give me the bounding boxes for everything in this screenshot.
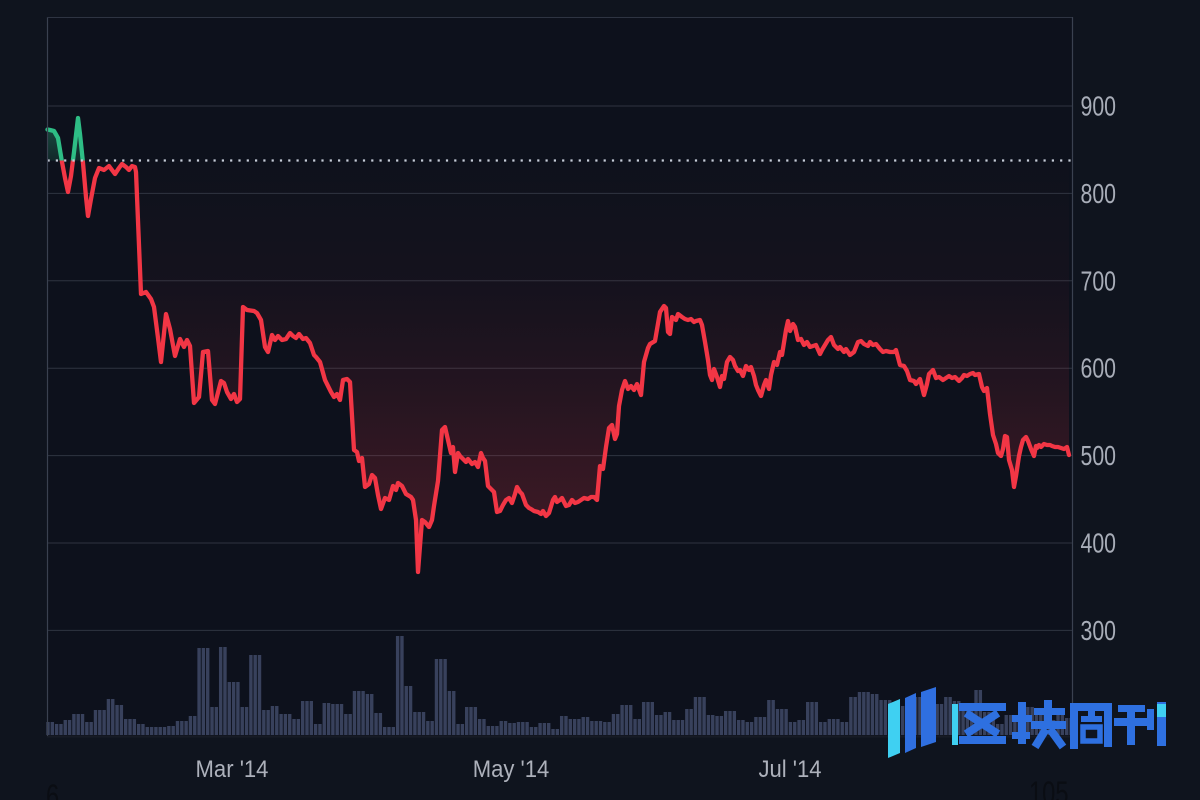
svg-text:Jul '14: Jul '14 xyxy=(758,755,821,782)
svg-text:900: 900 xyxy=(1081,91,1116,123)
svg-text:105: 105 xyxy=(1029,776,1068,800)
svg-text:600: 600 xyxy=(1081,353,1116,385)
svg-text:May '14: May '14 xyxy=(473,755,550,782)
svg-text:700: 700 xyxy=(1081,266,1116,298)
svg-text:6: 6 xyxy=(46,779,59,800)
svg-text:400: 400 xyxy=(1081,528,1116,560)
svg-text:300: 300 xyxy=(1081,615,1116,647)
svg-text:500: 500 xyxy=(1081,440,1116,472)
svg-text:Mar '14: Mar '14 xyxy=(196,755,269,782)
svg-text:800: 800 xyxy=(1081,178,1116,210)
